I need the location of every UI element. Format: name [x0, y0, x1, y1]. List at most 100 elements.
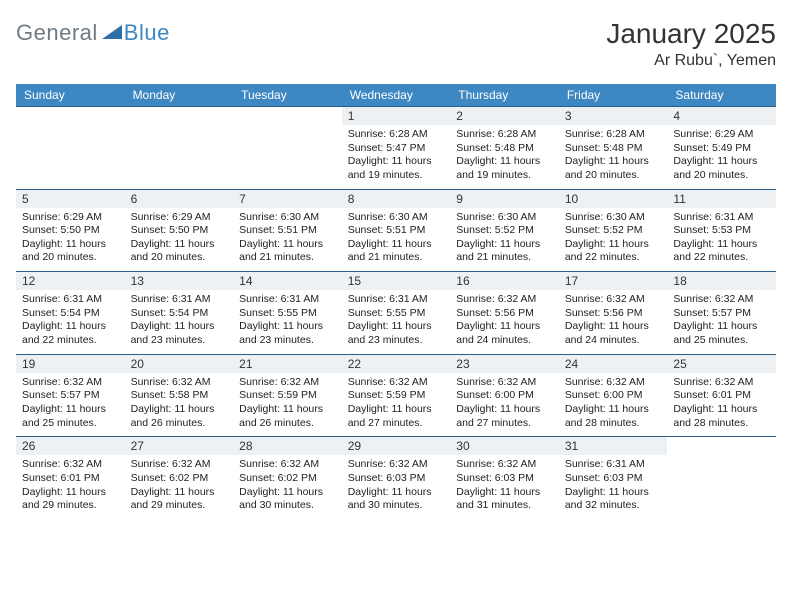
calendar-cell: 31Sunrise: 6:31 AMSunset: 6:03 PMDayligh… [559, 437, 668, 519]
logo-text-general: General [16, 20, 98, 46]
header: General Blue January 2025 Ar Rubu`, Yeme… [16, 18, 776, 70]
day-details: Sunrise: 6:28 AMSunset: 5:47 PMDaylight:… [348, 128, 445, 183]
calendar-cell: 20 Sunrise: 6:32 AMSunset: 5:58 PMDayligh… [125, 355, 234, 437]
day-number [16, 107, 125, 125]
day-details: Sunrise: 6:30 AMSunset: 5:51 PMDaylight:… [348, 211, 445, 266]
calendar-cell [233, 107, 342, 189]
calendar-cell: 5Sunrise: 6:29 AMSunset: 5:50 PMDaylight… [16, 190, 125, 272]
calendar-cell: 13 Sunrise: 6:31 AMSunset: 5:54 PMDayligh… [125, 272, 234, 354]
day-number: 13 [125, 272, 234, 290]
day-number: 1 [342, 107, 451, 125]
day-details: Sunrise: 6:31 AMSunset: 5:54 PMDaylight:… [131, 293, 228, 348]
calendar-cell: 22 Sunrise: 6:32 AMSunset: 5:59 PMDayligh… [342, 355, 451, 437]
day-number: 20 [125, 355, 234, 373]
calendar-cell: 1 Sunrise: 6:28 AMSunset: 5:47 PMDaylight… [342, 107, 451, 189]
day-number: 30 [450, 437, 559, 455]
day-number [667, 437, 776, 455]
calendar-week: 26Sunrise: 6:32 AMSunset: 6:01 PMDayligh… [16, 436, 776, 519]
day-details: Sunrise: 6:32 AMSunset: 6:00 PMDaylight:… [565, 376, 662, 431]
calendar-cell: 18Sunrise: 6:32 AMSunset: 5:57 PMDayligh… [667, 272, 776, 354]
day-details: Sunrise: 6:32 AMSunset: 6:01 PMDaylight:… [22, 458, 119, 513]
calendar-cell: 26Sunrise: 6:32 AMSunset: 6:01 PMDayligh… [16, 437, 125, 519]
day-number: 21 [233, 355, 342, 373]
day-number: 7 [233, 190, 342, 208]
calendar-cell: 21Sunrise: 6:32 AMSunset: 5:59 PMDayligh… [233, 355, 342, 437]
calendar-cell: 25 Sunrise: 6:32 AMSunset: 6:01 PMDayligh… [667, 355, 776, 437]
day-details: Sunrise: 6:31 AMSunset: 5:55 PMDaylight:… [348, 293, 445, 348]
calendar-cell: 19 Sunrise: 6:32 AMSunset: 5:57 PMDayligh… [16, 355, 125, 437]
weekday-header: SundayMondayTuesdayWednesdayThursdayFrid… [16, 84, 776, 106]
calendar-cell: 11 Sunrise: 6:31 AMSunset: 5:53 PMDayligh… [667, 190, 776, 272]
weekday-label: Wednesday [342, 84, 451, 106]
day-details: Sunrise: 6:32 AMSunset: 5:58 PMDaylight:… [131, 376, 228, 431]
calendar-week: 5Sunrise: 6:29 AMSunset: 5:50 PMDaylight… [16, 189, 776, 272]
logo: General Blue [16, 18, 170, 46]
calendar-page: General Blue January 2025 Ar Rubu`, Yeme… [0, 0, 792, 531]
day-details: Sunrise: 6:29 AMSunset: 5:49 PMDaylight:… [673, 128, 770, 183]
calendar-cell: 28Sunrise: 6:32 AMSunset: 6:02 PMDayligh… [233, 437, 342, 519]
calendar-cell: 3 Sunrise: 6:28 AMSunset: 5:48 PMDaylight… [559, 107, 668, 189]
calendar-cell: 24 Sunrise: 6:32 AMSunset: 6:00 PMDayligh… [559, 355, 668, 437]
calendar-cell [667, 437, 776, 519]
day-details: Sunrise: 6:32 AMSunset: 6:03 PMDaylight:… [456, 458, 553, 513]
weekday-label: Saturday [667, 84, 776, 106]
day-details: Sunrise: 6:32 AMSunset: 6:03 PMDaylight:… [348, 458, 445, 513]
weekday-label: Monday [125, 84, 234, 106]
calendar-cell: 30 Sunrise: 6:32 AMSunset: 6:03 PMDayligh… [450, 437, 559, 519]
day-details: Sunrise: 6:29 AMSunset: 5:50 PMDaylight:… [22, 211, 119, 266]
calendar-cell: 27Sunrise: 6:32 AMSunset: 6:02 PMDayligh… [125, 437, 234, 519]
day-number: 2 [450, 107, 559, 125]
day-details: Sunrise: 6:32 AMSunset: 5:56 PMDaylight:… [565, 293, 662, 348]
day-details: Sunrise: 6:31 AMSunset: 6:03 PMDaylight:… [565, 458, 662, 513]
day-number: 17 [559, 272, 668, 290]
calendar-cell: 29 Sunrise: 6:32 AMSunset: 6:03 PMDayligh… [342, 437, 451, 519]
day-number: 8 [342, 190, 451, 208]
calendar-week: 1 Sunrise: 6:28 AMSunset: 5:47 PMDaylight… [16, 106, 776, 189]
day-number [125, 107, 234, 125]
day-number: 9 [450, 190, 559, 208]
day-details: Sunrise: 6:28 AMSunset: 5:48 PMDaylight:… [456, 128, 553, 183]
day-number: 14 [233, 272, 342, 290]
day-number: 22 [342, 355, 451, 373]
calendar-cell: 6Sunrise: 6:29 AMSunset: 5:50 PMDaylight… [125, 190, 234, 272]
day-details: Sunrise: 6:32 AMSunset: 6:01 PMDaylight:… [673, 376, 770, 431]
weekday-label: Thursday [450, 84, 559, 106]
calendar-body: 1 Sunrise: 6:28 AMSunset: 5:47 PMDaylight… [16, 106, 776, 519]
title-block: January 2025 Ar Rubu`, Yemen [606, 18, 776, 70]
day-details: Sunrise: 6:32 AMSunset: 5:59 PMDaylight:… [348, 376, 445, 431]
calendar-cell [16, 107, 125, 189]
calendar-cell: 8 Sunrise: 6:30 AMSunset: 5:51 PMDaylight… [342, 190, 451, 272]
calendar-cell: 10Sunrise: 6:30 AMSunset: 5:52 PMDayligh… [559, 190, 668, 272]
calendar-cell: 2 Sunrise: 6:28 AMSunset: 5:48 PMDaylight… [450, 107, 559, 189]
day-number: 16 [450, 272, 559, 290]
day-details: Sunrise: 6:30 AMSunset: 5:51 PMDaylight:… [239, 211, 336, 266]
day-details: Sunrise: 6:32 AMSunset: 5:56 PMDaylight:… [456, 293, 553, 348]
calendar: SundayMondayTuesdayWednesdayThursdayFrid… [16, 84, 776, 519]
day-details: Sunrise: 6:32 AMSunset: 6:02 PMDaylight:… [131, 458, 228, 513]
day-number: 24 [559, 355, 668, 373]
weekday-label: Friday [559, 84, 668, 106]
day-details: Sunrise: 6:32 AMSunset: 5:57 PMDaylight:… [673, 293, 770, 348]
day-number: 23 [450, 355, 559, 373]
day-number: 15 [342, 272, 451, 290]
day-number: 3 [559, 107, 668, 125]
calendar-cell [125, 107, 234, 189]
logo-text-blue: Blue [124, 20, 170, 46]
calendar-cell: 17 Sunrise: 6:32 AMSunset: 5:56 PMDayligh… [559, 272, 668, 354]
calendar-cell: 12 Sunrise: 6:31 AMSunset: 5:54 PMDayligh… [16, 272, 125, 354]
day-number: 11 [667, 190, 776, 208]
day-details: Sunrise: 6:29 AMSunset: 5:50 PMDaylight:… [131, 211, 228, 266]
day-number [233, 107, 342, 125]
day-number: 19 [16, 355, 125, 373]
day-number: 12 [16, 272, 125, 290]
day-details: Sunrise: 6:32 AMSunset: 5:57 PMDaylight:… [22, 376, 119, 431]
day-details: Sunrise: 6:31 AMSunset: 5:54 PMDaylight:… [22, 293, 119, 348]
day-details: Sunrise: 6:31 AMSunset: 5:53 PMDaylight:… [673, 211, 770, 266]
calendar-cell: 9Sunrise: 6:30 AMSunset: 5:52 PMDaylight… [450, 190, 559, 272]
day-number: 10 [559, 190, 668, 208]
day-number: 25 [667, 355, 776, 373]
location: Ar Rubu`, Yemen [606, 52, 776, 70]
calendar-cell: 16 Sunrise: 6:32 AMSunset: 5:56 PMDayligh… [450, 272, 559, 354]
day-number: 29 [342, 437, 451, 455]
day-details: Sunrise: 6:28 AMSunset: 5:48 PMDaylight:… [565, 128, 662, 183]
